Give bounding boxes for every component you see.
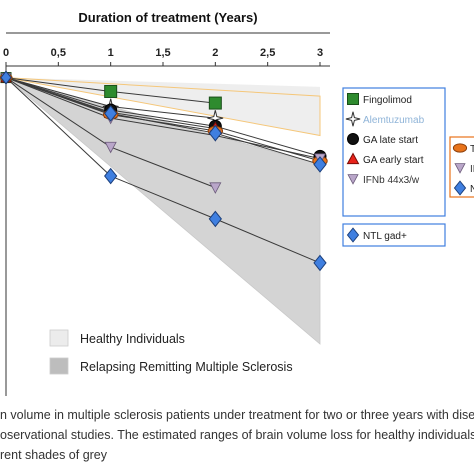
range-bands xyxy=(5,77,321,345)
series-line xyxy=(5,77,321,160)
figure-caption: n volume in multiple sclerosis patients … xyxy=(0,408,474,474)
data-point xyxy=(313,156,327,173)
legend-label: Fingolimod xyxy=(363,95,412,106)
data-point xyxy=(209,182,222,194)
axes: Duration of treatment (Years) 0 0,5 1 1,5 2 2,… xyxy=(3,10,330,396)
legend-marker xyxy=(345,111,361,127)
band-legend-label: Healthy Individuals xyxy=(80,332,185,346)
caption-line-1: n volume in multiple sclerosis patients … xyxy=(0,408,474,422)
band-legend-swatch xyxy=(49,329,69,347)
x-tick-label: 2 xyxy=(212,47,218,59)
data-point xyxy=(104,167,118,185)
legend-label: T xyxy=(470,144,474,155)
data-point xyxy=(313,254,327,272)
band-legend: Healthy Individuals Relapsing Remitting M… xyxy=(49,329,293,375)
legend-marker xyxy=(452,143,468,153)
legend-marker xyxy=(347,93,359,105)
series-lines xyxy=(5,77,321,264)
caption-line-2: oservational studies. The estimated rang… xyxy=(0,428,474,442)
legend-marker xyxy=(347,133,359,145)
legend-marker xyxy=(454,163,466,174)
band-legend-swatch xyxy=(49,357,69,375)
legend-label: GA early start xyxy=(363,155,424,166)
x-tick-label: 0 xyxy=(3,47,9,59)
legend-label: N xyxy=(470,184,474,195)
data-point xyxy=(208,210,222,228)
caption-line-3: rent shades of grey xyxy=(0,448,108,462)
series-line xyxy=(5,77,321,157)
legend-box xyxy=(342,223,446,247)
data-point xyxy=(104,105,118,122)
x-tick-label: 2,5 xyxy=(260,47,275,59)
legend-label: IF xyxy=(470,164,474,175)
chart-title: Duration of treatment (Years) xyxy=(78,10,257,25)
data-point xyxy=(208,96,222,110)
data-point xyxy=(104,84,118,98)
rrms-band xyxy=(5,77,321,345)
data-point xyxy=(104,141,117,154)
legend-label: GA late start xyxy=(363,135,418,146)
x-tick-label: 0,5 xyxy=(51,47,66,59)
band-legend-label: Relapsing Remitting Multiple Sclerosis xyxy=(80,360,293,374)
legend-marker xyxy=(453,180,467,196)
reference-envelope xyxy=(5,77,321,137)
legend-box xyxy=(342,87,446,217)
x-tick-label: 1 xyxy=(108,47,114,59)
legend-marker xyxy=(346,152,360,165)
x-tick-label: 1,5 xyxy=(155,47,170,59)
legend-label: Alemtuzumab xyxy=(363,115,425,126)
data-point xyxy=(208,124,222,142)
legend: Fingolimod Alemtuzumab GA late start GA ear… xyxy=(342,87,474,247)
series-line xyxy=(5,77,321,264)
data-points xyxy=(0,70,328,272)
series-line xyxy=(5,77,321,162)
data-point-origin xyxy=(0,70,12,85)
legend-marker xyxy=(346,227,360,243)
legend-label: IFNb 44x3/w xyxy=(363,175,420,186)
legend-label: NTL gad+ xyxy=(363,231,407,242)
x-tick-label: 3 xyxy=(317,47,323,59)
series-line xyxy=(5,77,321,165)
legend-marker xyxy=(347,174,359,185)
